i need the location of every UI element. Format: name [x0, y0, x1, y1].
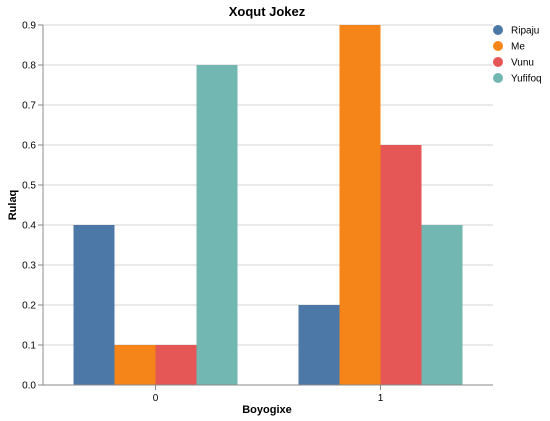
bar-ripaju-0: [73, 225, 115, 385]
bar-ripaju-1: [298, 305, 340, 385]
bar-me-0: [114, 345, 156, 385]
y-tick-label: 0.1: [22, 341, 36, 352]
bar-vunu-1: [380, 145, 422, 385]
y-tick-label: 0.5: [22, 181, 36, 192]
legend: Ripaju Me Vunu Yufifoq: [493, 25, 542, 85]
legend-label: Ripaju: [511, 26, 539, 37]
bar-vunu-0: [155, 345, 197, 385]
legend-label: Yufifoq: [511, 74, 542, 85]
bars: [73, 25, 463, 385]
y-tick-label: 0.9: [22, 21, 36, 32]
y-tick-label: 0.3: [22, 261, 36, 272]
legend-swatch-me: [493, 41, 503, 51]
bar-me-1: [339, 25, 381, 385]
y-axis: 0.0 0.1 0.2 0.3 0.4 0.5 0.6 0.7 0.8 0.9: [22, 21, 44, 392]
legend-swatch-yufifoq: [493, 73, 503, 83]
chart-title: Xoqut Jokez: [229, 4, 306, 19]
bar-yufifoq-1: [421, 225, 463, 385]
y-axis-title: Rulaq: [7, 190, 19, 221]
legend-swatch-vunu: [493, 57, 503, 67]
legend-label: Me: [511, 42, 525, 53]
x-axis-title: Boyogixe: [242, 404, 292, 416]
y-tick-label: 0.2: [22, 301, 36, 312]
bar-yufifoq-0: [196, 65, 238, 385]
x-tick-label: 0: [153, 393, 159, 404]
legend-swatch-ripaju: [493, 25, 503, 35]
y-tick-label: 0.4: [22, 221, 36, 232]
x-tick-label: 1: [378, 393, 384, 404]
y-tick-label: 0.8: [22, 61, 36, 72]
legend-label: Vunu: [511, 58, 534, 69]
y-tick-label: 0.6: [22, 141, 36, 152]
y-tick-label: 0.7: [22, 101, 36, 112]
y-tick-label: 0.0: [22, 381, 36, 392]
